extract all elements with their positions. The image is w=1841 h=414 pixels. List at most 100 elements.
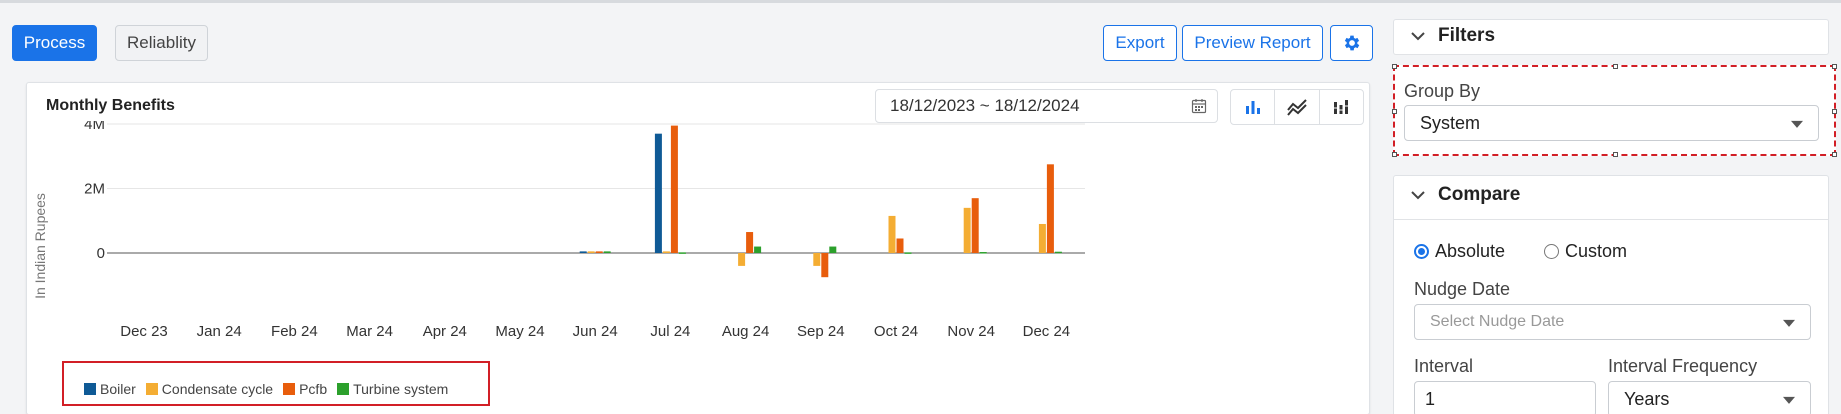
absolute-radio[interactable]: Absolute [1414,241,1505,262]
resize-handle [1613,152,1618,157]
x-tick-label: Sep 24 [797,323,845,340]
legend-highlight: Boiler Condensate cycle Pcfb Turbine system [62,361,490,406]
bar-turbine-system [1054,251,1062,254]
chart-view-toggle [1230,89,1364,125]
compare-title: Compare [1438,184,1521,205]
absolute-label: Absolute [1435,241,1506,261]
chart-legend: Boiler Condensate cycle Pcfb Turbine system [84,381,458,397]
legend-item[interactable]: Pcfb [283,381,327,397]
nudge-date-placeholder: Select Nudge Date [1430,313,1565,330]
radio-selected-icon [1414,244,1429,259]
resize-handle [1832,109,1837,114]
legend-label: Turbine system [353,381,449,397]
compare-panel: Compare Absolute Custom Nudge Date Selec… [1393,175,1829,414]
bar-turbine-system [979,252,987,254]
tab-process[interactable]: Process [12,25,97,61]
nudge-date-select[interactable]: Select Nudge Date [1414,304,1811,340]
bar-turbine-system [603,251,611,253]
bar-pcfb [821,253,829,278]
bar-chart: 4M 2M 0 In Indian Rupees Dec 23 Jan 24 Feb 24 M… [32,121,1085,340]
bar-pcfb [670,125,678,253]
divider [1394,219,1828,220]
legend-item[interactable]: Turbine system [337,381,448,397]
x-tick-label: Dec 23 [120,323,168,340]
bar-condensate-cycle [662,251,670,253]
x-tick-label: Oct 24 [874,323,918,340]
line-chart-icon [1287,99,1307,116]
bar-condensate-cycle [587,251,595,253]
caret-down-icon [1783,319,1795,327]
bar-condensate-cycle [888,215,896,253]
resize-handle [1832,152,1837,157]
settings-button[interactable] [1330,25,1373,61]
bar-pcfb [896,238,904,253]
bar-condensate-cycle [1038,223,1046,253]
interval-frequency-select[interactable]: Years [1608,381,1811,414]
stacked-bar-icon [1334,100,1349,114]
x-tick-label: Mar 24 [346,323,393,340]
interval-frequency-label: Interval Frequency [1608,356,1758,376]
bar-view-button[interactable] [1231,90,1276,124]
custom-label: Custom [1565,241,1628,261]
x-tick-label: May 24 [495,323,544,340]
bar-condensate-cycle [963,207,971,253]
gear-icon [1344,35,1359,51]
calendar-icon [1191,99,1207,114]
monthly-benefits-card: Monthly Benefits 18/12/2023 ~ 18/12/2024 [26,82,1370,414]
chevron-down-icon [1411,191,1425,200]
y-tick-label: 0 [97,245,105,262]
x-tick-label: Feb 24 [271,323,318,340]
bar-turbine-system [754,246,762,253]
preview-report-button[interactable]: Preview Report [1182,25,1323,61]
bar-condensate-cycle [738,253,746,266]
bar-boiler [579,251,587,253]
legend-swatch [84,383,96,395]
legend-item[interactable]: Boiler [84,381,136,397]
line-view-button[interactable] [1275,90,1320,124]
bar-pcfb [746,232,754,253]
custom-radio[interactable]: Custom [1544,241,1627,262]
resize-handle [1392,109,1397,114]
nudge-date-label: Nudge Date [1414,279,1511,299]
bar-pcfb [595,251,603,253]
group-by-section: Group By System [1392,64,1837,157]
resize-handle [1392,64,1397,69]
group-by-label: Group By [1404,81,1481,101]
x-tick-label: Nov 24 [947,323,995,340]
legend-label: Condensate cycle [161,381,274,397]
chevron-down-icon [1411,32,1425,41]
group-by-select[interactable]: System [1404,105,1819,141]
x-tick-label: Dec 24 [1023,323,1071,340]
compare-header[interactable]: Compare [1410,184,1520,206]
caret-down-icon [1783,396,1795,404]
card-title: Monthly Benefits [46,97,175,114]
stacked-view-button[interactable] [1320,90,1363,124]
bar-turbine-system [678,252,686,254]
y-tick-label: 2M [84,181,105,198]
group-by-value: System [1420,112,1481,133]
x-tick-label: Aug 24 [722,323,770,340]
resize-handle [1832,64,1837,69]
legend-swatch [145,383,158,395]
caret-down-icon [1791,120,1803,128]
export-button[interactable]: Export [1103,25,1177,61]
date-range-picker[interactable]: 18/12/2023 ~ 18/12/2024 [875,89,1218,123]
interval-input[interactable]: 1 [1414,381,1596,414]
tab-reliability[interactable]: Reliablity [115,25,208,61]
filters-header[interactable]: Filters [1410,25,1495,47]
bar-condensate-cycle [813,253,821,266]
bar-turbine-system [829,246,837,253]
y-tick-label: 4M [84,121,105,133]
y-axis-title: In Indian Rupees [32,193,48,299]
legend-label: Boiler [100,381,136,397]
bar-pcfb [971,198,979,253]
x-tick-label: Apr 24 [423,323,467,340]
x-tick-label: Jan 24 [197,323,242,340]
legend-item[interactable]: Condensate cycle [145,381,274,397]
filters-title: Filters [1438,25,1496,46]
resize-handle [1613,64,1618,69]
bar-pcfb [1046,164,1054,253]
x-tick-label: Jul 24 [650,323,690,340]
interval-label: Interval [1414,356,1474,376]
